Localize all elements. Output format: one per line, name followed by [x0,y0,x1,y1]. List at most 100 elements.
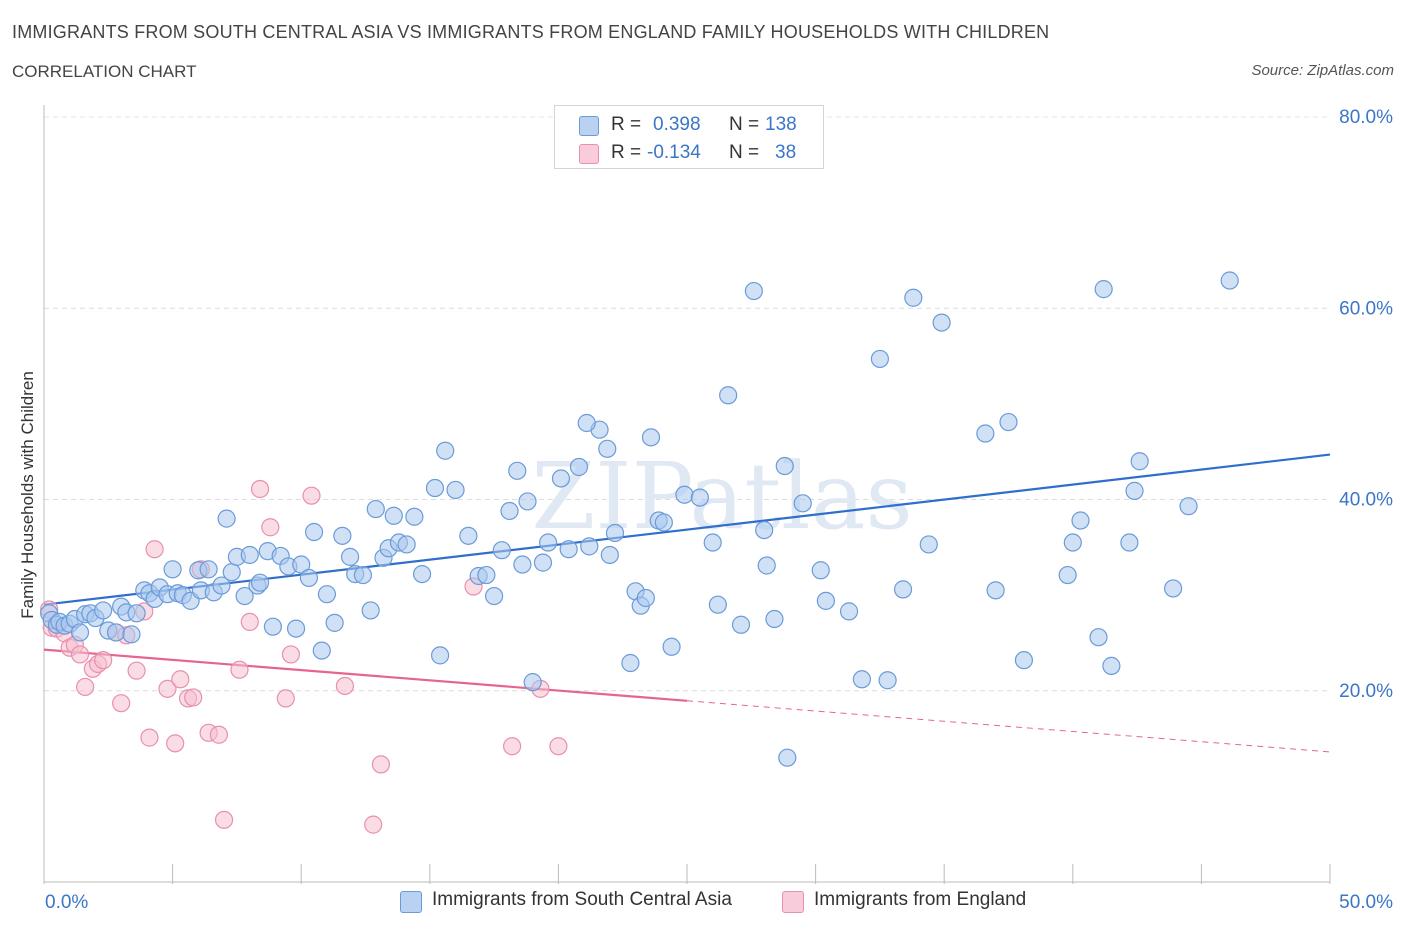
south-central-asia-point [425,478,445,498]
south-central-asia-point [675,485,694,504]
south-central-asia-point [1120,533,1139,552]
gridlines [44,116,1330,692]
south-central-asia-point [690,488,709,507]
south-central-asia-point [397,535,416,554]
south-central-asia-point [1125,481,1144,500]
south-central-asia-point [518,492,537,511]
y-tick-label: 40.0% [1339,490,1393,511]
south-central-asia-point [212,576,231,595]
south-central-asia-point [904,288,923,307]
south-central-asia-point [775,456,794,476]
england-point [166,734,185,753]
r-value-blue: 0.398 [653,114,701,135]
legend-swatch-pink [579,144,599,164]
england-point [158,679,177,698]
south-central-asia-point [852,670,871,689]
south-central-asia-point [513,555,532,574]
chart-subtitle: CORRELATION CHART [12,62,197,81]
x-tick-label-max: 50.0% [1339,892,1393,913]
south-central-asia-point [94,601,113,620]
south-central-asia-point [508,461,527,480]
england-point [70,645,90,664]
england-point [503,737,522,756]
south-central-asia-point [446,480,465,500]
south-central-asia-point [654,513,673,532]
tick-labels: 20.0% 40.0% 60.0% 80.0% 0.0% 50.0% [45,107,1393,913]
south-central-asia-point [366,499,385,519]
south-central-asia-point [605,523,625,543]
south-central-asia-point [485,586,504,606]
south-central-asia-point [199,560,218,579]
england-point [184,688,203,707]
south-central-asia-point [1058,565,1077,585]
england-trend-line-extrapolated [686,700,1331,753]
south-central-asia-point [122,625,141,644]
south-central-asia-point [361,601,380,620]
south-central-asia-point [217,509,236,528]
south-central-asia-point [240,545,259,565]
england-point [214,810,234,829]
south-central-asia-point [708,595,727,614]
south-central-asia-point [719,386,738,405]
south-central-asia-point [286,619,306,638]
south-central-asia-point [163,560,182,579]
south-central-asia-point [263,617,283,636]
south-central-asia-point [492,541,511,560]
south-central-asia-point [551,469,571,488]
r-value-pink: -0.134 [647,142,701,163]
south-central-asia-point [757,556,776,575]
south-central-asia-point [878,671,897,690]
south-central-asia-point [412,564,432,584]
south-central-asia-point [636,588,655,608]
south-central-asia-point [999,412,1018,432]
england-point [140,728,159,747]
south-central-asia-point [340,547,360,566]
england-point [94,651,113,670]
england-point [371,755,391,774]
south-central-asia-point [539,533,558,552]
south-central-asia-point [250,573,270,592]
south-central-asia-point [765,609,784,629]
south-central-asia-point [477,565,496,585]
south-central-asia-point [533,553,553,572]
south-central-asia-point [778,748,797,767]
south-central-asia-point [299,568,319,588]
r-label: R = [611,114,642,135]
england-points [40,479,568,834]
south-central-asia-point [919,535,938,554]
south-central-asia-point [577,413,596,433]
south-central-asia-point [523,673,542,692]
y-tick-label: 60.0% [1339,298,1393,319]
south-central-asia-point [662,637,681,656]
england-trend-line [43,648,688,702]
correlation-legend: R = 0.398 N = 138 R = -0.134 N = 38 [554,105,824,169]
south-central-asia-point [317,585,337,604]
england-point [276,689,295,708]
axes [43,105,1331,884]
south-central-asia-point [598,439,617,458]
south-central-asia-point [436,441,455,460]
x-tick-label-min: 0.0% [45,892,88,913]
south-central-asia-point [304,522,324,542]
n-value-pink: 38 [775,142,797,163]
south-central-asia-point [222,563,241,582]
bottom-legend-swatch-blue [400,891,422,913]
south-central-asia-point [621,653,640,673]
south-central-asia-point [430,646,450,665]
south-central-asia-point [580,537,599,556]
england-point [261,518,280,537]
england-point [549,737,568,756]
england-point [302,486,321,505]
south-central-asia-points [40,271,1239,767]
south-central-asia-point [976,424,995,443]
source-credit: Source: ZipAtlas.com [1251,62,1394,79]
england-point [230,660,249,679]
south-central-asia-point [70,623,90,642]
england-point [281,645,301,664]
south-central-asia-point [755,520,774,540]
south-central-asia-point [1130,452,1149,471]
england-point [250,479,270,499]
south-central-asia-point [235,586,254,606]
south-central-asia-point [1164,579,1183,598]
